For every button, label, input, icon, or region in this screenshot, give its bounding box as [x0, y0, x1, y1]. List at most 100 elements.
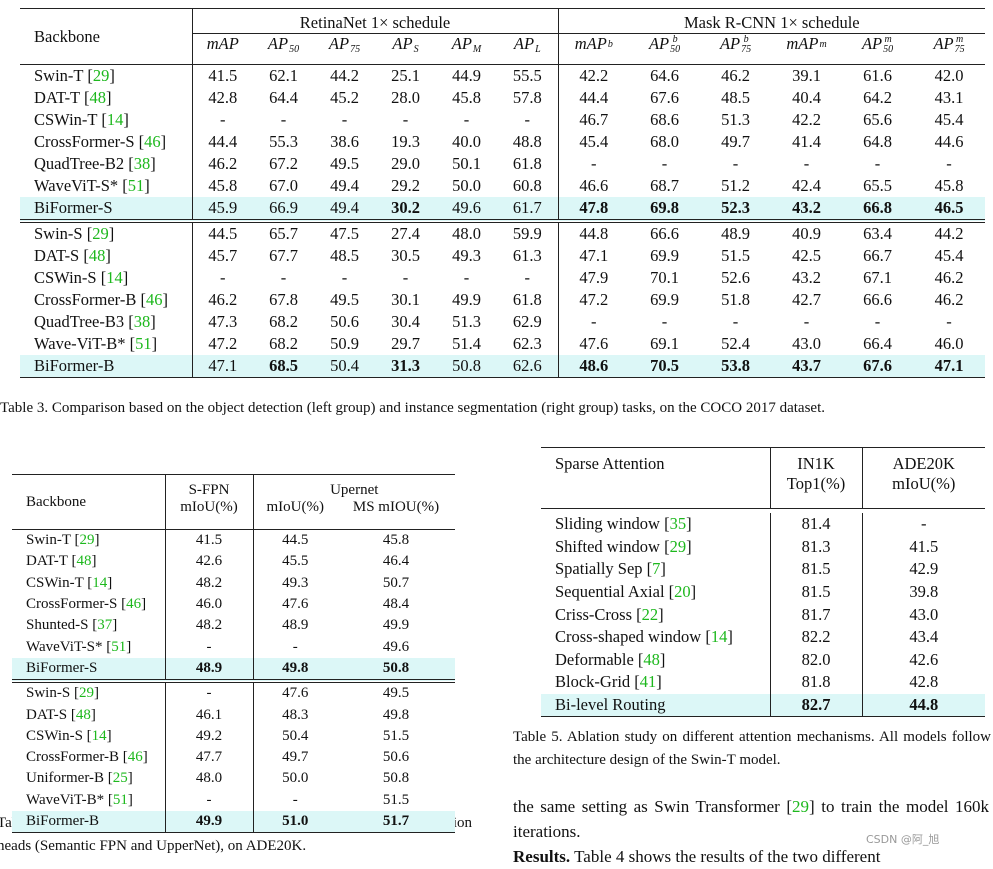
- header-cell: AP S: [375, 33, 436, 65]
- header-cell: AP 50: [253, 33, 314, 65]
- cell: 50.4: [282, 727, 309, 744]
- cell: 44.2: [913, 219, 986, 245]
- row-label: Block-Grid [41]: [541, 671, 771, 694]
- cell: 67.8: [269, 290, 298, 309]
- cell: 44.5: [282, 532, 309, 549]
- cell: 46.2: [208, 290, 238, 309]
- subscript: 50: [883, 44, 894, 56]
- superscript: m: [819, 39, 827, 51]
- row: BiFormer-S 48.9 49.8 50.8: [12, 657, 455, 682]
- cell: 45.5: [282, 553, 309, 570]
- column-header: AP: [933, 34, 954, 53]
- superscript: b: [672, 34, 678, 46]
- column-header: AP: [451, 34, 472, 53]
- cell: 44.8: [558, 219, 630, 245]
- cell: 31.3: [375, 355, 436, 378]
- cell: 59.9: [497, 219, 559, 245]
- cell: 50.1: [452, 154, 481, 173]
- cell: -: [661, 154, 668, 173]
- cell: 81.5: [770, 580, 863, 604]
- header-line: Sparse Attention: [555, 454, 665, 473]
- header-cell: AP m 50: [842, 33, 914, 65]
- cell: 81.3: [770, 535, 863, 559]
- cell: 60.8: [497, 175, 559, 197]
- cell: 43.4: [909, 627, 939, 647]
- row: Cross-shaped window [14] 82.2 43.4: [541, 625, 985, 649]
- cell: 42.2: [792, 110, 821, 129]
- cell: 51.7: [337, 810, 455, 833]
- cell: 62.6: [497, 355, 559, 378]
- row-label: Swin-S [29]: [12, 679, 166, 705]
- paragraph: Table 4 shows the results of the two dif…: [570, 847, 881, 866]
- cell: 44.8: [862, 693, 985, 717]
- cell: 65.6: [863, 110, 892, 129]
- cell: 44.2: [330, 66, 359, 85]
- cell: -: [341, 268, 348, 287]
- cell: 64.8: [863, 132, 892, 151]
- cell: 81.5: [770, 558, 863, 581]
- cell: 47.1: [192, 355, 253, 378]
- row-label: Swin-T [29]: [12, 529, 166, 552]
- index: M: [473, 35, 481, 55]
- column-header: AP: [267, 34, 289, 53]
- row: BiFormer-B 49.9 51.0 51.7: [12, 810, 455, 833]
- row-label: Spatially Sep [7]: [541, 558, 771, 581]
- row-label: CrossFormer-B [46]: [20, 289, 193, 311]
- row-label: DAT-S [48]: [12, 704, 166, 726]
- cell: 47.6: [282, 596, 309, 613]
- row: Swin-S [29] 44.5 65.7 47.5 27.4 48.0 59.9 44.8 6…: [20, 219, 986, 245]
- cell: 46.1: [165, 704, 254, 726]
- row-label: BiFormer-B: [20, 355, 193, 378]
- row: WaveViT-S* [51] 45.8 67.0 49.4 29.2 50.0 60.8 4…: [20, 175, 985, 197]
- row: QuadTree-B2 [38] 46.2 67.2 49.5 29.0 50.1 61.8…: [20, 153, 985, 175]
- cell: 44.6: [934, 132, 964, 151]
- row: Uniformer-B [25] 48.0 50.0 50.8: [12, 768, 455, 790]
- cell: 51.8: [721, 290, 750, 309]
- index: 50: [289, 35, 299, 55]
- cell: 81.8: [770, 671, 863, 694]
- cell: -: [292, 638, 298, 655]
- group-header: Mask R-CNN 1× schedule: [558, 8, 986, 34]
- row: Sequential Axial [20] 81.5 39.8: [541, 580, 985, 604]
- cell: 48.6: [558, 355, 630, 378]
- cell: 62.3: [497, 333, 559, 355]
- cell: 29.0: [391, 154, 420, 173]
- cell: -: [463, 110, 470, 129]
- table: Backbone RetinaNet 1× schedule Mask R-CNN …: [20, 8, 986, 378]
- cell: 46.2: [721, 66, 750, 85]
- cell: -: [661, 312, 668, 331]
- cell: 42.9: [909, 559, 939, 579]
- cell: 68.7: [650, 176, 679, 195]
- cell: 41.5: [165, 529, 254, 552]
- cell: -: [732, 312, 739, 331]
- cell: 43.0: [792, 334, 821, 353]
- cell: 45.4: [579, 132, 609, 151]
- cell: 49.7: [282, 749, 309, 766]
- cell: 48.0: [436, 219, 497, 245]
- row: Spatially Sep [7] 81.5 42.9: [541, 558, 985, 581]
- row-label: QuadTree-B3 [38]: [20, 311, 193, 333]
- cell: 61.8: [497, 289, 559, 311]
- cell: 50.8: [436, 355, 497, 378]
- cell: 46.4: [382, 553, 410, 570]
- cell: 66.6: [863, 290, 892, 309]
- row: BiFormer-B 47.1 68.5 50.4 31.3 50.8 62.6 48.6 70…: [20, 355, 986, 378]
- row-label: Bi-level Routing: [541, 693, 771, 717]
- cell: -: [732, 154, 739, 173]
- column-header: AP: [328, 34, 350, 53]
- row-label: Cross-shaped window [14]: [541, 625, 771, 649]
- cell: -: [165, 679, 254, 705]
- column-header: AP: [719, 34, 741, 53]
- cell: 45.4: [934, 246, 964, 265]
- cell: 46.0: [934, 334, 964, 353]
- cell: 41.4: [792, 132, 821, 151]
- subscript: 75: [350, 44, 361, 56]
- cell: 49.5: [330, 154, 359, 173]
- subscript: 75: [741, 44, 752, 56]
- row: DAT-T [48] 42.8 64.4 45.2 28.0 45.8 57.8 44.4 67…: [20, 87, 985, 109]
- row: BiFormer-S 45.9 66.9 49.4 30.2 49.6 61.7 47.8 69…: [20, 197, 986, 221]
- cell: 66.4: [863, 334, 892, 353]
- cell: 45.2: [330, 88, 359, 107]
- index: b 50: [670, 35, 680, 55]
- header-cell: AP L: [497, 33, 559, 65]
